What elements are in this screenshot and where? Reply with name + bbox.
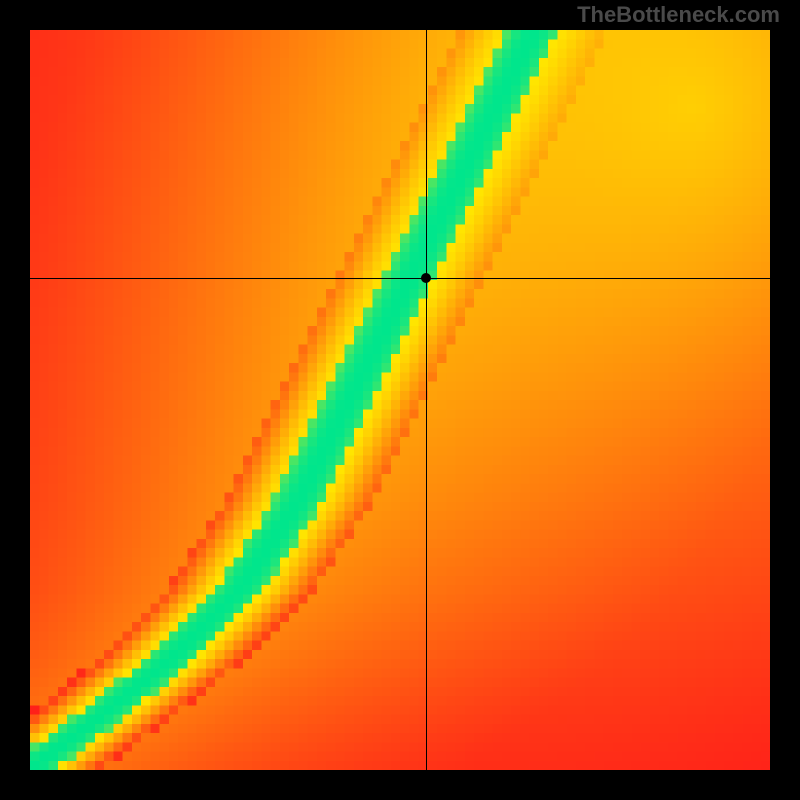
heatmap-canvas — [30, 30, 770, 770]
crosshair-vertical — [426, 30, 427, 770]
crosshair-marker — [421, 273, 431, 283]
plot-area — [30, 30, 770, 770]
crosshair-horizontal — [30, 278, 770, 279]
watermark-text: TheBottleneck.com — [577, 2, 780, 28]
